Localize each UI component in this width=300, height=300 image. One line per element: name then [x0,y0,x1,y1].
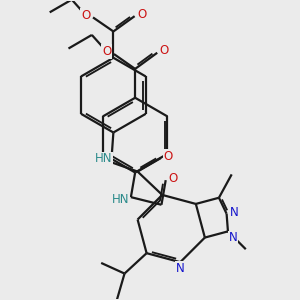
Text: HN: HN [112,193,129,206]
Text: N: N [230,206,238,219]
Text: O: O [160,44,169,57]
Text: O: O [81,9,90,22]
Text: O: O [102,45,111,58]
Text: HN: HN [95,152,112,165]
Text: N: N [176,262,184,275]
Text: N: N [229,231,237,244]
Text: O: O [169,172,178,185]
Text: O: O [164,150,173,163]
Text: O: O [137,8,146,21]
